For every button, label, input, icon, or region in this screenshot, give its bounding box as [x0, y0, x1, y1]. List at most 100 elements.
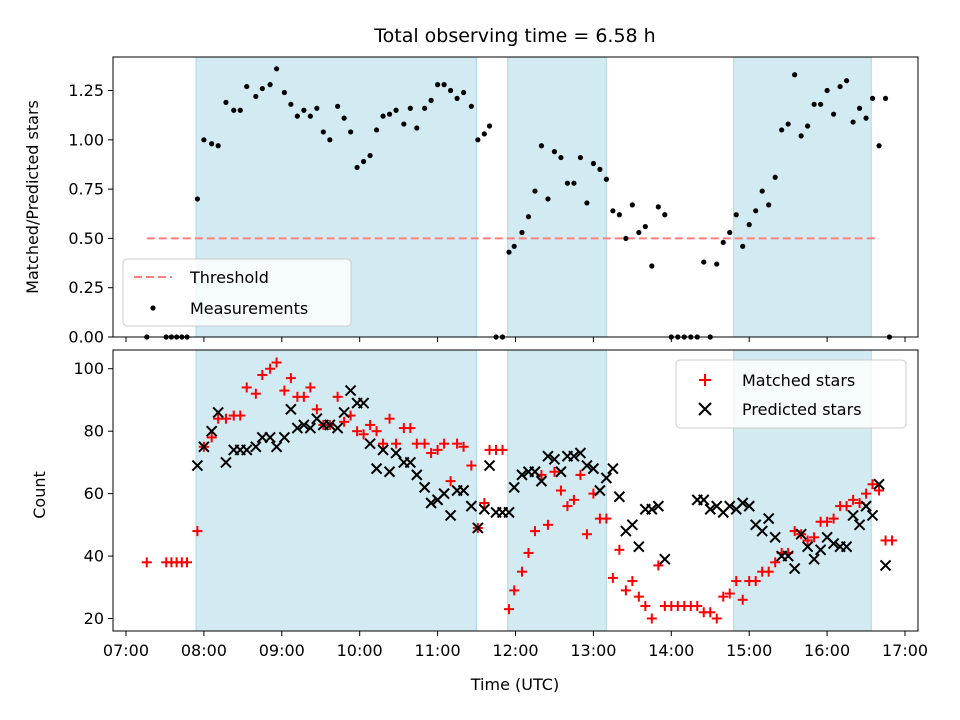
predicted-star-point	[646, 503, 658, 515]
measurement-point	[733, 212, 739, 218]
bottom-x-ticks: 07:00 08:00 09:00 10:00 11:00 12:00 13:00 14:00…	[103, 631, 928, 660]
measurement-point	[223, 99, 229, 105]
matched-star-point	[250, 388, 261, 399]
measurement-point	[267, 82, 273, 88]
measurement-point	[454, 95, 460, 102]
matched-star-point	[206, 432, 217, 443]
x-tick-label: 08:00	[181, 641, 227, 660]
predicted-star-point	[879, 559, 892, 572]
predicted-star-point	[652, 500, 665, 512]
measurement-point	[288, 101, 294, 107]
top-x-ticks	[125, 337, 906, 342]
measurement-point	[805, 123, 811, 129]
matched-star-point	[542, 519, 553, 530]
predicted-star-point	[364, 437, 376, 450]
predicted-star-point	[548, 453, 561, 465]
matched-star-point	[601, 513, 612, 524]
measurement-point	[538, 143, 545, 149]
matched-star-point	[653, 560, 664, 571]
measurement-point	[209, 141, 215, 147]
bottom-y-ticks: 20 40 60 80 100	[73, 359, 113, 628]
measurement-point	[610, 208, 616, 214]
predicted-star-point	[866, 509, 879, 522]
measurement-point	[759, 188, 765, 194]
matched-star-point	[439, 438, 450, 449]
matched-star-point	[692, 601, 703, 612]
predicted-star-point	[756, 525, 768, 537]
legend-predicted-label: Predicted stars	[742, 400, 862, 419]
measurement-point	[577, 154, 584, 161]
measurement-point	[244, 83, 250, 90]
measurement-point	[869, 95, 876, 102]
matched-star-point	[509, 585, 520, 596]
matched-star-point	[358, 429, 369, 440]
matched-star-point	[640, 601, 651, 612]
shaded-interval	[733, 56, 872, 338]
predicted-star-point	[814, 544, 827, 556]
measurement-point	[623, 235, 629, 242]
measurement-point	[386, 111, 393, 117]
measurement-point	[558, 154, 564, 161]
measurements-legend-marker	[150, 305, 156, 311]
measurement-point	[341, 115, 347, 121]
measurement-point	[314, 105, 320, 111]
measurement-point	[525, 214, 532, 220]
matched-star-point	[419, 438, 430, 449]
measurement-point	[259, 85, 265, 92]
predicted-star-point	[457, 484, 470, 497]
predicted-star-point	[613, 491, 626, 503]
matched-star-point	[581, 529, 592, 540]
measurement-point	[856, 105, 863, 111]
measurement-point	[798, 133, 804, 139]
predicted-star-point	[270, 441, 283, 453]
measurement-point	[481, 131, 487, 137]
predicted-star-point	[438, 487, 450, 500]
top-y-ticks: 0.00 0.25 0.50 0.75 1.00 1.25	[68, 81, 113, 347]
y-tick-label: 1.00	[68, 130, 104, 149]
matched-star-point	[365, 419, 376, 430]
matched-star-point	[285, 373, 296, 384]
predicted-star-point	[516, 469, 528, 481]
y-tick-label: 0.00	[68, 328, 104, 347]
predicted-stars-points	[191, 384, 892, 575]
measurement-point	[831, 111, 837, 117]
predicted-star-point	[594, 484, 606, 497]
predicted-star-point	[626, 519, 639, 531]
matched-star-point	[874, 485, 885, 496]
measurement-point	[616, 212, 622, 218]
predicted-star-point	[769, 531, 781, 544]
matched-star-point	[841, 501, 852, 512]
matched-star-point	[298, 391, 309, 402]
measurement-point	[506, 249, 512, 255]
predicted-star-point	[444, 509, 457, 522]
measurement-point	[401, 121, 407, 127]
matched-star-point	[352, 426, 363, 437]
legend-measurements-label: Measurements	[190, 299, 308, 318]
predicted-star-point	[529, 466, 541, 478]
measurement-point	[414, 125, 420, 131]
measurement-point	[532, 188, 538, 194]
measurement-point	[843, 78, 850, 84]
top-shaded-intervals	[195, 56, 872, 338]
measurement-point	[590, 160, 597, 167]
predicted-star-point	[659, 553, 671, 565]
x-tick-label: 12:00	[492, 641, 538, 660]
matched-star-point	[763, 566, 774, 577]
y-tick-label: 80	[84, 422, 104, 441]
matched-star-point	[305, 382, 316, 393]
matched-star-point	[822, 516, 833, 527]
matched-star-point	[405, 423, 416, 434]
measurement-point	[837, 83, 843, 90]
x-tick-label: 07:00	[103, 641, 149, 660]
matched-star-point	[562, 501, 573, 512]
measurement-point	[428, 97, 434, 103]
measurement-point	[551, 149, 558, 155]
measurement-point	[571, 180, 577, 186]
matched-star-point	[497, 444, 508, 455]
predicted-star-point	[472, 522, 484, 534]
measurement-point	[511, 243, 517, 249]
shaded-interval	[195, 349, 478, 632]
predicted-star-point	[264, 431, 276, 444]
predicted-star-point	[633, 540, 645, 553]
measurement-point	[447, 87, 454, 94]
